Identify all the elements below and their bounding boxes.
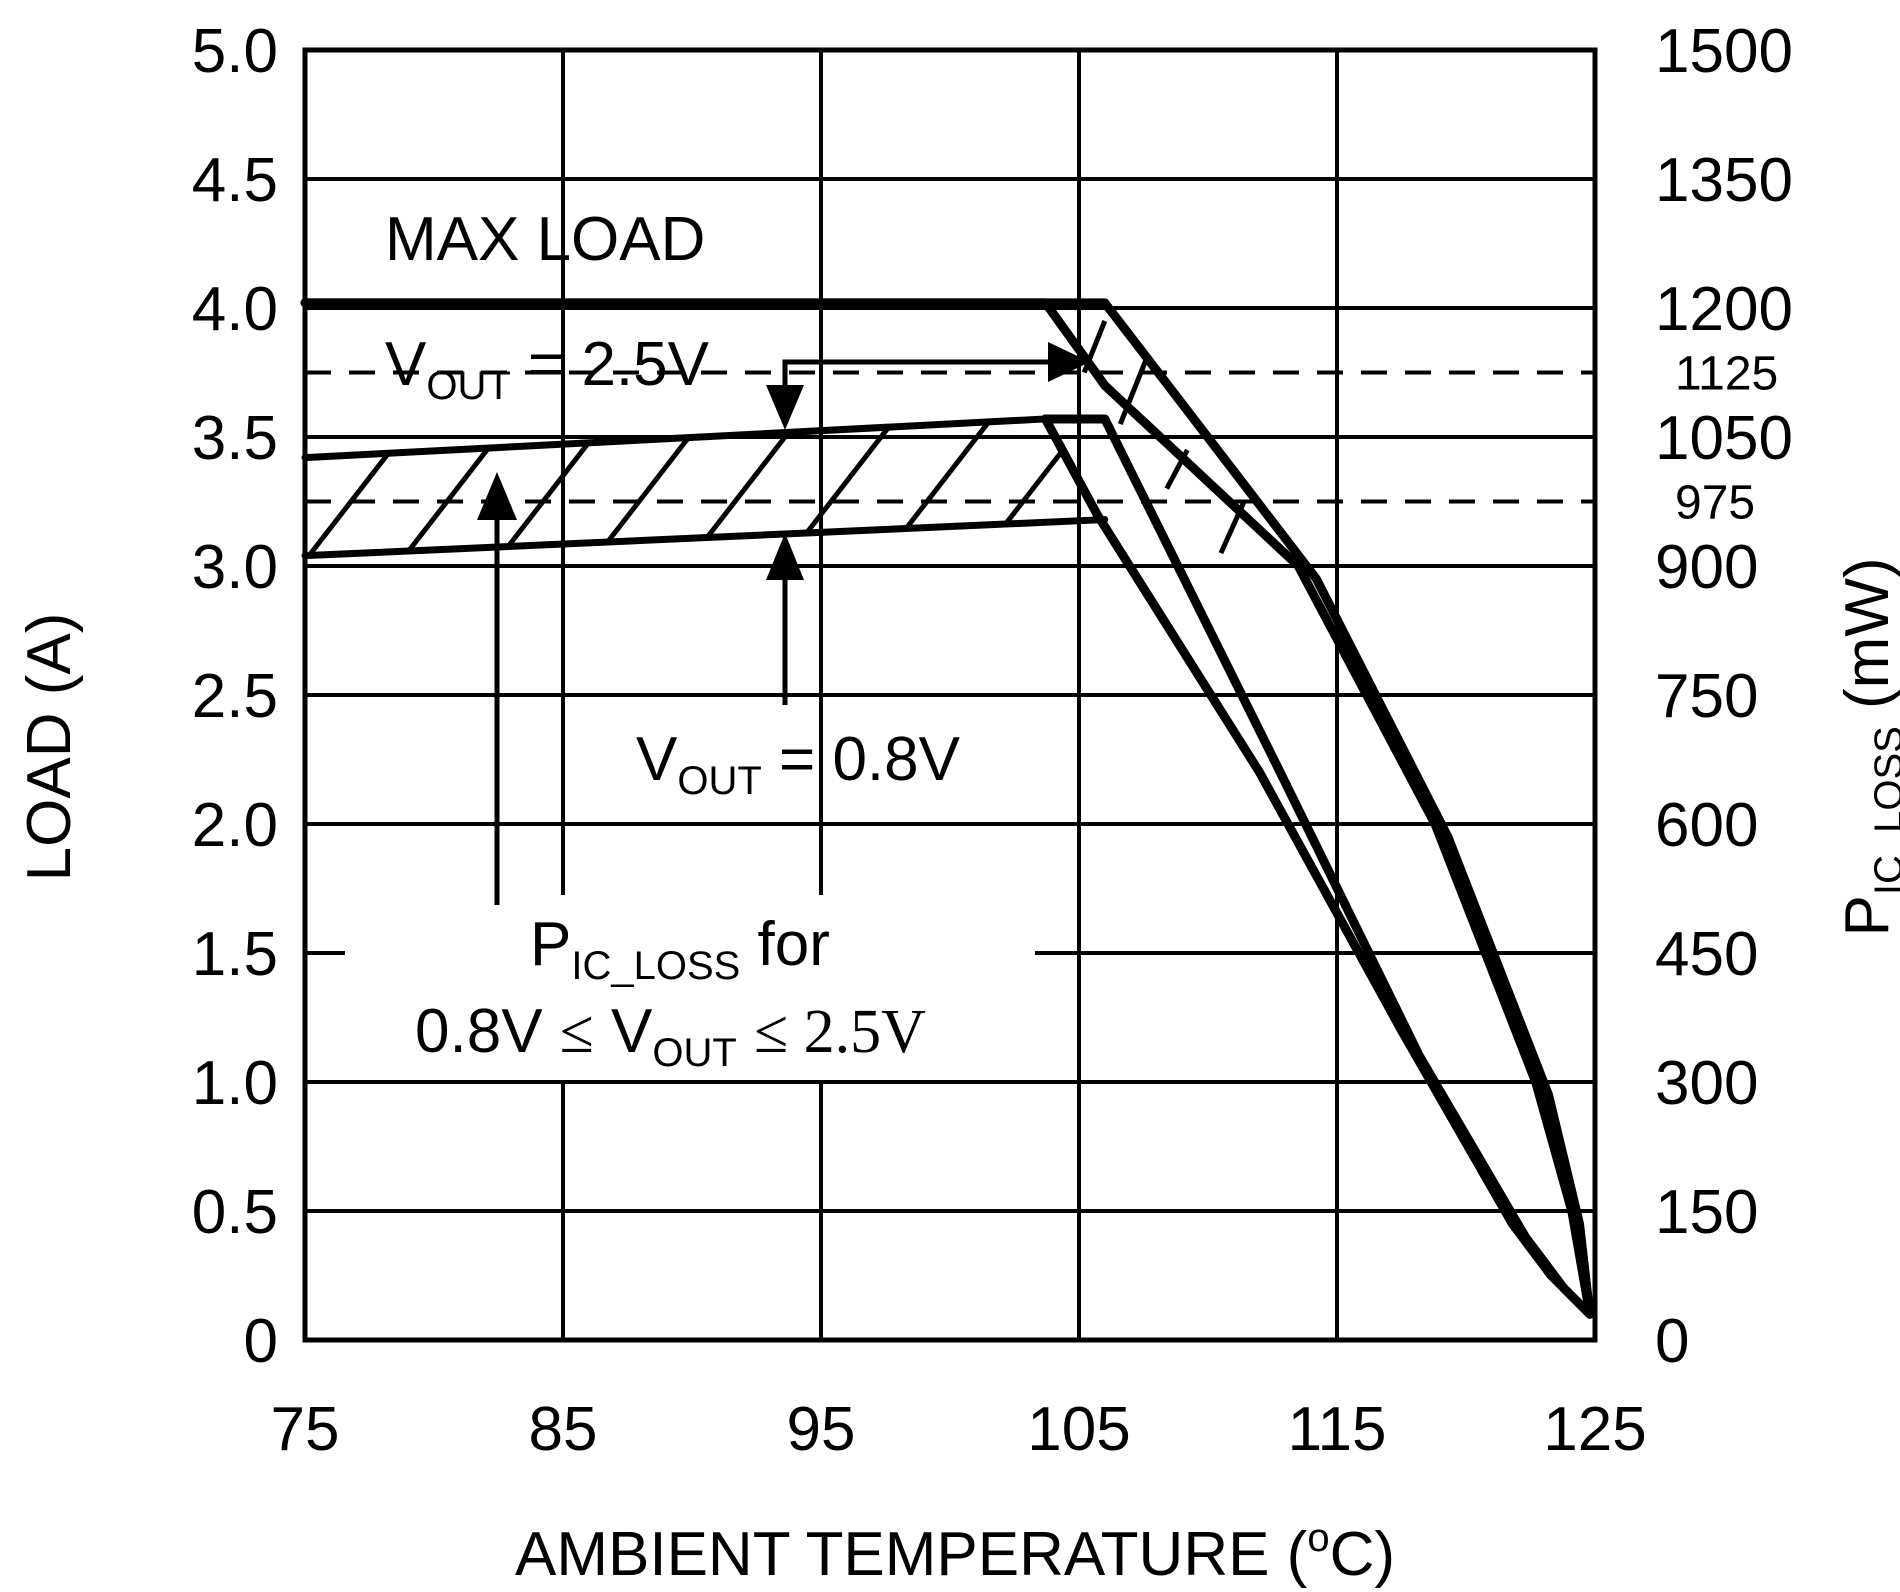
pic-loss-label-line2: 0.8V ≤ VOUT ≤ 2.5V <box>415 997 926 1075</box>
annotation-knockout <box>345 895 1035 1080</box>
y2-tick-label-1500: 1500 <box>1655 17 1793 86</box>
y-tick-label-0: 0 <box>244 1307 278 1376</box>
x-tick-label-75: 75 <box>271 1395 340 1464</box>
wedge-hatch-4 <box>1218 500 1247 555</box>
annotation-arrows <box>477 342 1090 905</box>
y2-tick-label-0: 0 <box>1655 1307 1689 1376</box>
x-tick-label-115: 115 <box>1288 1395 1387 1464</box>
y2-tick-label-1125: 1125 <box>1675 348 1778 401</box>
y2-tick-label-1050: 1050 <box>1655 404 1793 473</box>
vout-0v8-arrow-up-head <box>766 533 804 580</box>
y2-tick-label-600: 600 <box>1655 791 1758 860</box>
y2-tick-label-975: 975 <box>1675 477 1755 530</box>
wedge-hatch-3 <box>1164 448 1190 490</box>
y-tick-label-4.5: 4.5 <box>192 146 278 215</box>
vout-2v5-arrow-down-head <box>766 385 804 430</box>
y-tick-label-2.0: 2.0 <box>192 791 278 860</box>
y-tick-label-3.0: 3.0 <box>192 533 278 602</box>
x-tick-label-125: 125 <box>1543 1395 1646 1464</box>
y-tick-label-1.5: 1.5 <box>192 920 278 989</box>
y-tick-label-2.5: 2.5 <box>192 662 278 731</box>
x-axis-title: AMBIENT TEMPERATURE (oC) <box>515 1516 1395 1589</box>
hatch-line-1 <box>305 418 427 556</box>
tick-labels: 75 85 95 105 115 12500.51.01.52.02.53.03.54.0… <box>192 17 1793 1464</box>
reference-lines <box>305 370 1595 504</box>
hatch-line-3 <box>495 418 619 556</box>
y2-tick-label-450: 450 <box>1655 920 1758 989</box>
plot-frame <box>302 47 1598 1343</box>
x-tick-label-105: 105 <box>1027 1395 1130 1464</box>
y-tick-label-0.5: 0.5 <box>192 1178 278 1247</box>
y2-tick-label-1350: 1350 <box>1655 146 1793 215</box>
y-tick-label-3.5: 3.5 <box>192 404 278 473</box>
series-line-6 <box>301 516 1109 560</box>
x-tick-label-95: 95 <box>787 1395 856 1464</box>
series-line-5 <box>301 415 1049 462</box>
pic-loss-label-line1: PIC_LOSS for <box>530 910 830 988</box>
y2-tick-label-1200: 1200 <box>1655 275 1793 344</box>
series-line-2 <box>300 298 1595 1319</box>
y2-tick-label-150: 150 <box>1655 1178 1758 1247</box>
wedge-hatch-2 <box>1117 358 1149 426</box>
y-tick-label-1.0: 1.0 <box>192 1049 278 1118</box>
y-axis-title: LOAD (A) <box>15 613 84 882</box>
max-load-label: MAX LOAD <box>385 205 705 274</box>
wedge-hatch-1 <box>1081 319 1108 374</box>
pic-loss-arrow-up-head <box>477 472 517 520</box>
y2-axis-title: PIC_LOSS (mW) <box>1833 557 1900 936</box>
vout-2v5-arrow-right-shaft <box>782 359 1060 405</box>
series-lines <box>300 298 1595 1319</box>
y-tick-label-5.0: 5.0 <box>192 17 278 86</box>
y2-tick-label-300: 300 <box>1655 1049 1758 1118</box>
y2-tick-label-900: 900 <box>1655 533 1758 602</box>
x-tick-label-85: 85 <box>529 1395 598 1464</box>
series-line-1 <box>300 298 1595 1319</box>
hatch-line-2 <box>399 418 523 556</box>
series-line-4 <box>1040 414 1595 1319</box>
y2-tick-label-750: 750 <box>1655 662 1758 731</box>
hatch-line-12 <box>1361 406 1481 561</box>
vout-2v5-label: VOUT = 2.5V <box>385 330 710 408</box>
vout-0v8-label: VOUT = 0.8V <box>636 725 961 803</box>
y-tick-label-4.0: 4.0 <box>192 275 278 344</box>
vout-2v5-arrow-right-head <box>1048 342 1090 382</box>
series-line-3 <box>1040 414 1595 1319</box>
